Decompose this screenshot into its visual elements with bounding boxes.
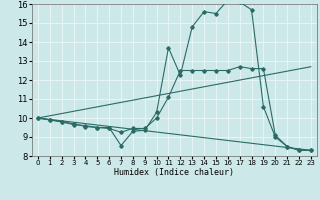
- X-axis label: Humidex (Indice chaleur): Humidex (Indice chaleur): [115, 168, 234, 177]
